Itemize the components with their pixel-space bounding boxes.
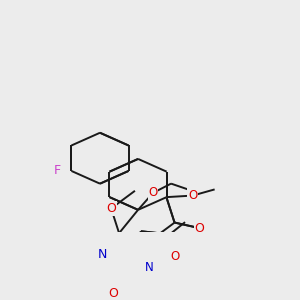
- Text: O: O: [109, 287, 118, 300]
- Text: N: N: [98, 248, 107, 261]
- Text: O: O: [170, 250, 179, 263]
- Text: N: N: [145, 260, 154, 274]
- Text: O: O: [106, 202, 116, 215]
- Text: O: O: [195, 222, 205, 235]
- Text: O: O: [188, 189, 197, 202]
- Text: O: O: [148, 186, 158, 200]
- Text: F: F: [54, 164, 61, 177]
